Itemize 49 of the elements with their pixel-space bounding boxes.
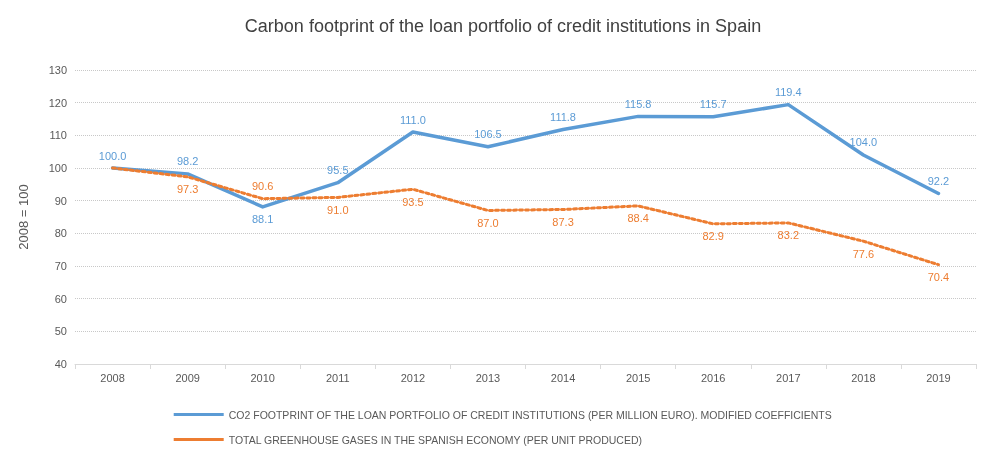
data-label: 92.2 (927, 174, 950, 187)
data-label: 97.3 (176, 183, 199, 196)
x-tick-label: 2014 (550, 371, 576, 384)
data-label: 88.4 (627, 212, 649, 225)
y-tick-label: 70 (54, 260, 67, 272)
legend-label: TOTAL GREENHOUSE GASES IN THE SPANISH ECONOMY (PER UNIT PRODUCED) (228, 433, 642, 446)
data-label: 104.0 (849, 136, 878, 149)
data-label: 91.0 (327, 203, 349, 216)
y-tick-label: 120 (48, 96, 67, 109)
data-label: 106.5 (474, 128, 502, 141)
y-tick-label: 50 (54, 325, 67, 338)
x-tick-label: 2011 (325, 371, 350, 384)
x-tick-label: 2009 (175, 371, 200, 384)
x-tick-label: 2017 (776, 371, 801, 384)
data-label: 93.5 (402, 195, 424, 208)
x-tick-label: 2016 (700, 371, 726, 384)
x-tick-label: 2012 (400, 371, 426, 384)
data-label: 88.1 (252, 213, 274, 226)
data-label: 111.8 (550, 110, 576, 123)
y-tick-label: 40 (54, 358, 67, 370)
x-tick-label: 2013 (475, 371, 501, 384)
y-axis-title: 2008 = 100 (16, 184, 31, 250)
data-label: 95.5 (327, 164, 349, 177)
y-tick-label: 90 (54, 194, 67, 207)
data-label: 115.8 (624, 97, 652, 110)
legend-label: CO2 FOOTPRINT OF THE LOAN PORTFOLIO OF CREDIT INSTITUTIONS (PER MILLION EURO). MODIFIED COEFFICIENTS (228, 408, 832, 421)
y-tick-label: 60 (54, 292, 67, 305)
data-label: 70.4 (927, 271, 950, 284)
data-label: 90.6 (252, 180, 274, 193)
data-label: 111.0 (399, 113, 426, 126)
y-tick-label: 100 (48, 162, 67, 174)
data-label: 82.9 (702, 230, 724, 243)
x-tick-label: 2008 (100, 371, 125, 384)
data-label: 87.0 (477, 216, 499, 229)
data-label: 83.2 (777, 229, 799, 242)
data-label: 119.4 (774, 86, 802, 99)
y-tick-label: 110 (49, 129, 67, 142)
x-tick-label: 2015 (625, 371, 651, 384)
x-tick-label: 2010 (250, 371, 275, 384)
chart-title: Carbon footprint of the loan portfolio of credit institutions in Spain (244, 16, 762, 36)
y-tick-label: 130 (48, 64, 67, 76)
y-tick-label: 80 (54, 227, 67, 240)
x-tick-label: 2018 (851, 371, 876, 384)
data-label: 98.2 (176, 155, 199, 168)
data-label: 77.6 (852, 247, 875, 260)
data-label: 87.3 (552, 215, 574, 228)
data-label: 100.0 (98, 149, 127, 162)
data-label: 115.7 (699, 98, 727, 111)
x-tick-label: 2019 (926, 371, 951, 384)
